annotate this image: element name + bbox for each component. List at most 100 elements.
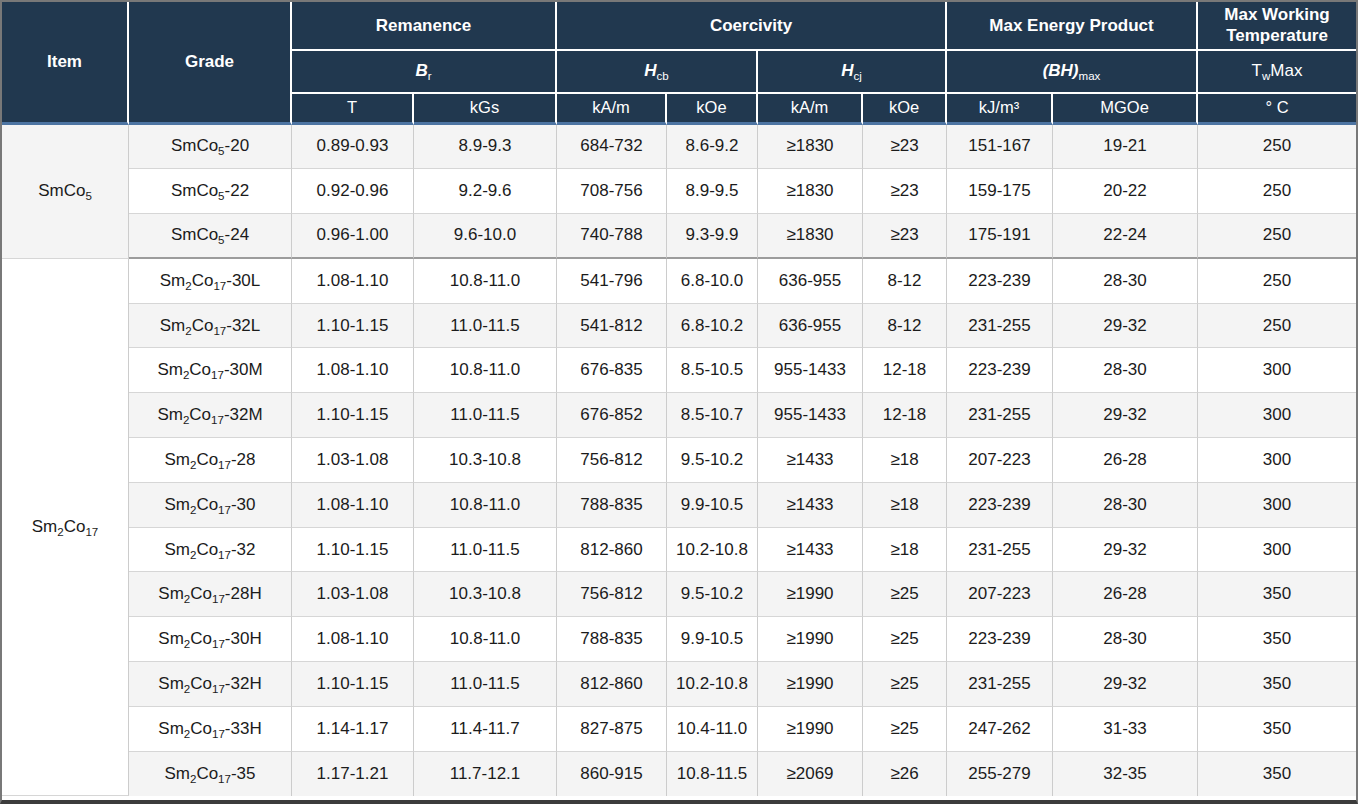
value-cell: 11.4-11.7 xyxy=(414,707,557,752)
unit-hcb-koe: kOe xyxy=(667,94,758,125)
value-cell: 12-18 xyxy=(863,348,947,393)
value-cell: 350 xyxy=(1198,662,1356,707)
table-row: Sm2Co17-351.17-1.2111.7-12.1860-91510.8-… xyxy=(2,752,1356,797)
value-cell: 9.2-9.6 xyxy=(414,169,557,214)
value-cell: 684-732 xyxy=(557,125,667,170)
table-row: Sm2Co17-28H1.03-1.0810.3-10.8756-8129.5-… xyxy=(2,572,1356,617)
grade-cell: Sm2Co17-35 xyxy=(129,752,292,797)
value-cell: ≥2069 xyxy=(758,752,863,797)
symbol-twmax: TwMax xyxy=(1198,51,1356,94)
col-header-remanence: Remanence xyxy=(292,2,557,51)
symbol-br: Br xyxy=(292,51,557,94)
value-cell: 350 xyxy=(1198,752,1356,797)
value-cell: 350 xyxy=(1198,707,1356,752)
value-cell: 9.6-10.0 xyxy=(414,214,557,259)
table-row: Sm2Co17-30M1.08-1.1010.8-11.0676-8358.5-… xyxy=(2,348,1356,393)
value-cell: 812-860 xyxy=(557,528,667,573)
table-row: Sm2Co17-281.03-1.0810.3-10.8756-8129.5-1… xyxy=(2,438,1356,483)
value-cell: ≥1830 xyxy=(758,125,863,170)
value-cell: 10.2-10.8 xyxy=(667,662,758,707)
value-cell: 29-32 xyxy=(1053,662,1198,707)
smco-magnet-grades-table: Item Grade Remanence Coercivity Max Ener… xyxy=(2,2,1356,796)
value-cell: 788-835 xyxy=(557,483,667,528)
value-cell: ≥25 xyxy=(863,662,947,707)
value-cell: 350 xyxy=(1198,617,1356,662)
grade-cell: Sm2Co17-30M xyxy=(129,348,292,393)
value-cell: 740-788 xyxy=(557,214,667,259)
value-cell: ≥25 xyxy=(863,572,947,617)
value-cell: 10.2-10.8 xyxy=(667,528,758,573)
table-row: Sm2Co17-32M1.10-1.1511.0-11.5676-8528.5-… xyxy=(2,393,1356,438)
value-cell: ≥18 xyxy=(863,528,947,573)
unit-t: T xyxy=(292,94,414,125)
value-cell: 812-860 xyxy=(557,662,667,707)
unit-hcj-kam: kA/m xyxy=(758,94,863,125)
value-cell: 223-239 xyxy=(947,348,1053,393)
value-cell: 32-35 xyxy=(1053,752,1198,797)
value-cell: ≥25 xyxy=(863,617,947,662)
unit-hcj-koe: kOe xyxy=(863,94,947,125)
value-cell: 231-255 xyxy=(947,304,1053,349)
col-header-item: Item xyxy=(2,2,129,125)
value-cell: 26-28 xyxy=(1053,438,1198,483)
value-cell: 250 xyxy=(1198,169,1356,214)
value-cell: 636-955 xyxy=(758,259,863,304)
value-cell: ≥1830 xyxy=(758,169,863,214)
grade-cell: Sm2Co17-32 xyxy=(129,528,292,573)
value-cell: 300 xyxy=(1198,528,1356,573)
value-cell: 10.4-11.0 xyxy=(667,707,758,752)
value-cell: 250 xyxy=(1198,259,1356,304)
value-cell: 676-852 xyxy=(557,393,667,438)
table-row: Sm2Co17-321.10-1.1511.0-11.5812-86010.2-… xyxy=(2,528,1356,573)
grade-cell: Sm2Co17-30 xyxy=(129,483,292,528)
value-cell: ≥25 xyxy=(863,707,947,752)
grade-cell: Sm2Co17-28H xyxy=(129,572,292,617)
value-cell: 860-915 xyxy=(557,752,667,797)
value-cell: ≥26 xyxy=(863,752,947,797)
value-cell: 28-30 xyxy=(1053,483,1198,528)
grade-cell: Sm2Co17-32L xyxy=(129,304,292,349)
value-cell: 1.03-1.08 xyxy=(292,438,414,483)
value-cell: 541-812 xyxy=(557,304,667,349)
value-cell: 29-32 xyxy=(1053,393,1198,438)
value-cell: 29-32 xyxy=(1053,304,1198,349)
table-row: Sm2Co17Sm2Co17-30L1.08-1.1010.8-11.0541-… xyxy=(2,259,1356,304)
symbol-bhmax: (BH)max xyxy=(947,51,1198,94)
grade-cell: Sm2Co17-30L xyxy=(129,259,292,304)
value-cell: 955-1433 xyxy=(758,393,863,438)
value-cell: 827-875 xyxy=(557,707,667,752)
unit-kjm3: kJ/m³ xyxy=(947,94,1053,125)
value-cell: ≥23 xyxy=(863,169,947,214)
value-cell: 8.9-9.3 xyxy=(414,125,557,170)
col-header-grade: Grade xyxy=(129,2,292,125)
value-cell: 756-812 xyxy=(557,438,667,483)
value-cell: 29-32 xyxy=(1053,528,1198,573)
value-cell: 8.5-10.5 xyxy=(667,348,758,393)
value-cell: ≥23 xyxy=(863,125,947,170)
value-cell: 250 xyxy=(1198,214,1356,259)
table-row: SmCo5SmCo5-200.89-0.938.9-9.3684-7328.6-… xyxy=(2,125,1356,170)
value-cell: 207-223 xyxy=(947,572,1053,617)
value-cell: 223-239 xyxy=(947,617,1053,662)
value-cell: 9.9-10.5 xyxy=(667,483,758,528)
value-cell: 0.92-0.96 xyxy=(292,169,414,214)
value-cell: ≥18 xyxy=(863,483,947,528)
table-row: Sm2Co17-301.08-1.1010.8-11.0788-8359.9-1… xyxy=(2,483,1356,528)
value-cell: 1.08-1.10 xyxy=(292,617,414,662)
item-cell: Sm2Co17 xyxy=(2,259,129,797)
table-row: SmCo5-220.92-0.969.2-9.6708-7568.9-9.5≥1… xyxy=(2,169,1356,214)
value-cell: 31-33 xyxy=(1053,707,1198,752)
value-cell: ≥18 xyxy=(863,438,947,483)
symbol-hcj: Hcj xyxy=(758,51,947,94)
value-cell: 8.6-9.2 xyxy=(667,125,758,170)
grade-cell: Sm2Co17-28 xyxy=(129,438,292,483)
value-cell: ≥1433 xyxy=(758,438,863,483)
value-cell: 11.7-12.1 xyxy=(414,752,557,797)
col-header-max-working-temperature: Max Working Temperature xyxy=(1198,2,1356,51)
value-cell: 300 xyxy=(1198,483,1356,528)
value-cell: 6.8-10.0 xyxy=(667,259,758,304)
value-cell: 300 xyxy=(1198,393,1356,438)
value-cell: 22-24 xyxy=(1053,214,1198,259)
value-cell: 0.89-0.93 xyxy=(292,125,414,170)
value-cell: 28-30 xyxy=(1053,617,1198,662)
